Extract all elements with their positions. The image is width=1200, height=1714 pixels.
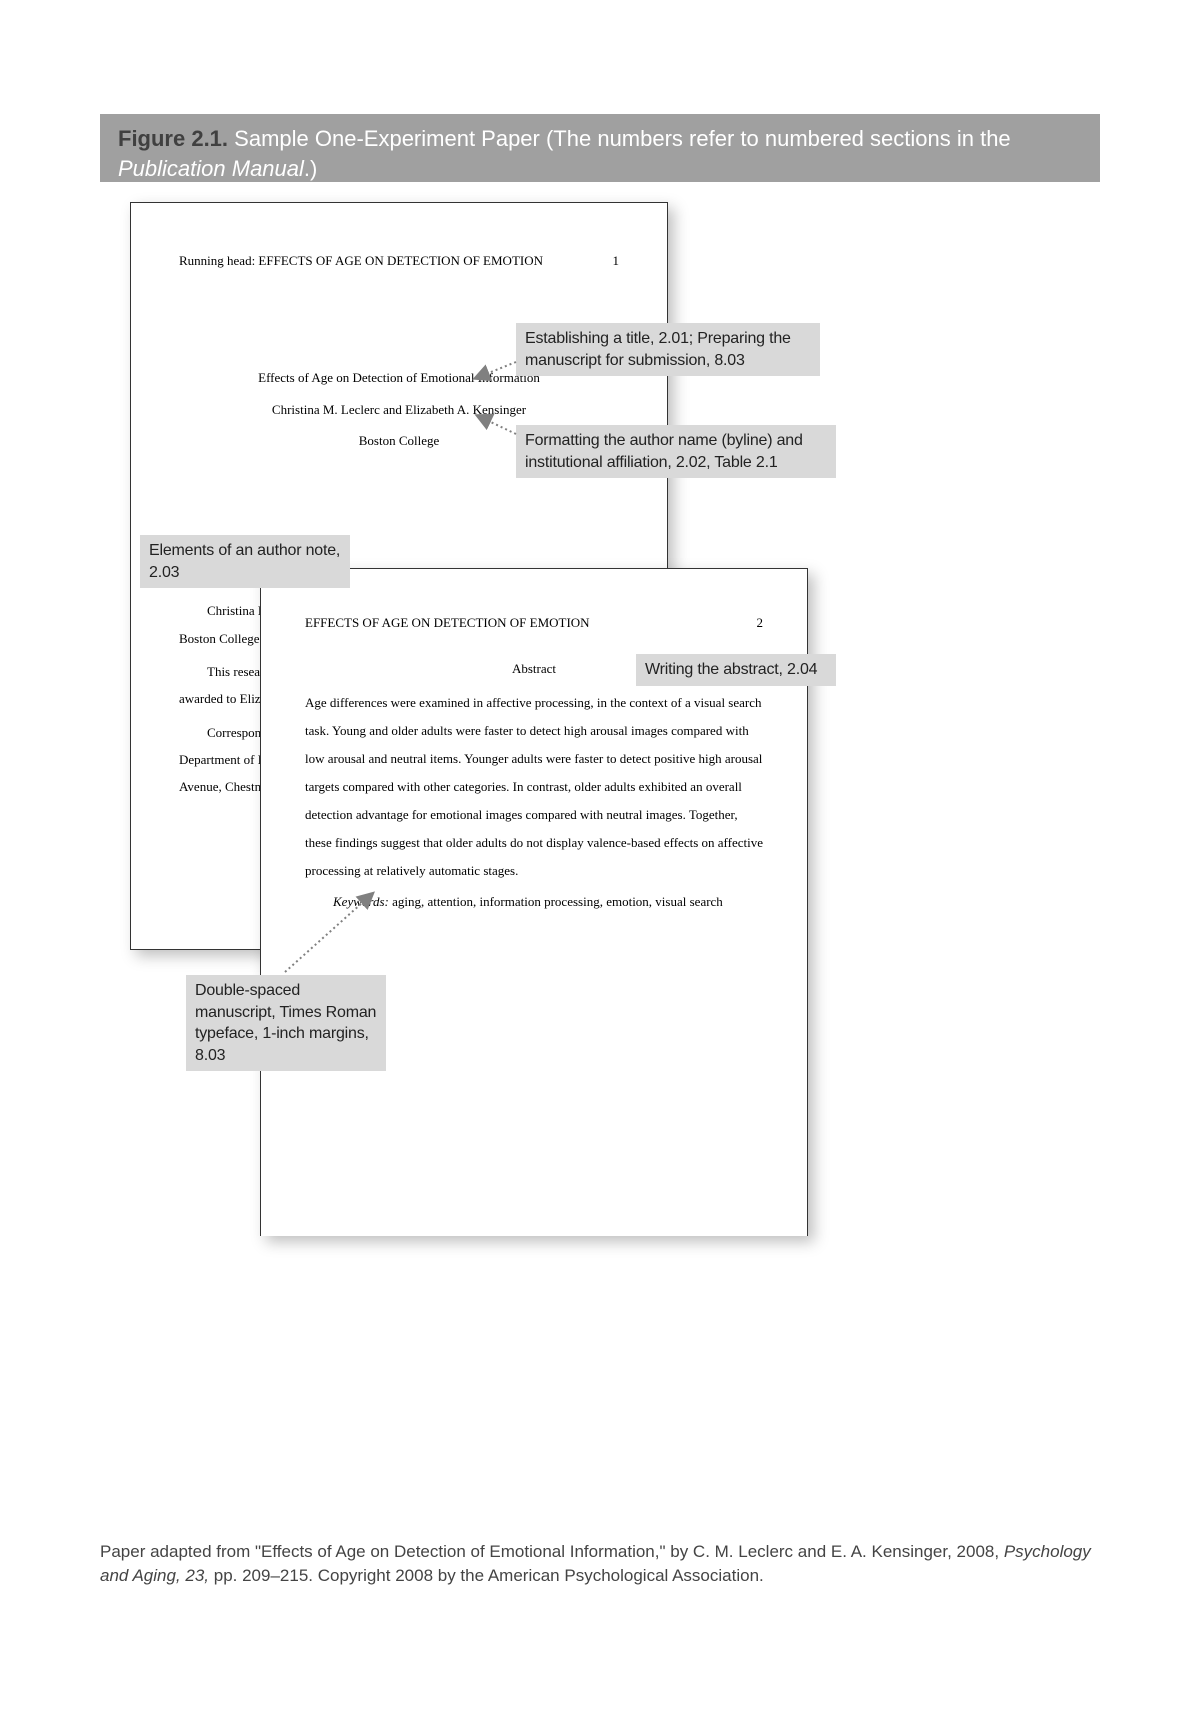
callout-byline: Formatting the author name (byline) and … <box>516 425 836 478</box>
figure-number: Figure 2.1. <box>118 126 228 151</box>
abstract-body: Age differences were examined in affecti… <box>305 689 763 885</box>
running-head-text-2: EFFECTS OF AGE ON DETECTION OF EMOTION <box>305 609 590 637</box>
callout-formatting: Double-spaced manuscript, Times Roman ty… <box>186 975 386 1071</box>
figure-header: Figure 2.1. Sample One-Experiment Paper … <box>100 114 1100 182</box>
figure-title-p2: .) <box>304 156 317 181</box>
keywords-line: Keywords: aging, attention, information … <box>305 888 763 916</box>
page-number-2: 2 <box>757 609 764 637</box>
keywords-label: Keywords: <box>333 894 389 909</box>
page-number-1: 1 <box>613 247 620 274</box>
figure-stage: Running head: EFFECTS OF AGE ON DETECTIO… <box>100 182 1100 1582</box>
note-frag-2: Boston College. <box>179 631 263 646</box>
attribution-p1: Paper adapted from "Effects of Age on De… <box>100 1542 1004 1561</box>
callout-author-note: Elements of an author note, 2.03 <box>140 535 350 588</box>
keywords-text: aging, attention, information processing… <box>389 894 723 909</box>
figure-title-p1: Sample One-Experiment Paper (The numbers… <box>234 126 1011 151</box>
callout-title: Establishing a title, 2.01; Preparing th… <box>516 323 820 376</box>
figure-title-italic: Publication Manual <box>118 156 304 181</box>
running-head-row-2: EFFECTS OF AGE ON DETECTION OF EMOTION 2 <box>305 609 763 637</box>
paper-authors: Christina M. Leclerc and Elizabeth A. Ke… <box>179 396 619 423</box>
running-head-row: Running head: EFFECTS OF AGE ON DETECTIO… <box>179 247 619 274</box>
running-head-text: Running head: EFFECTS OF AGE ON DETECTIO… <box>179 247 543 274</box>
attribution: Paper adapted from "Effects of Age on De… <box>100 1540 1100 1588</box>
callout-abstract: Writing the abstract, 2.04 <box>636 654 836 686</box>
attribution-p2: pp. 209–215. Copyright 2008 by the Ameri… <box>209 1566 764 1585</box>
